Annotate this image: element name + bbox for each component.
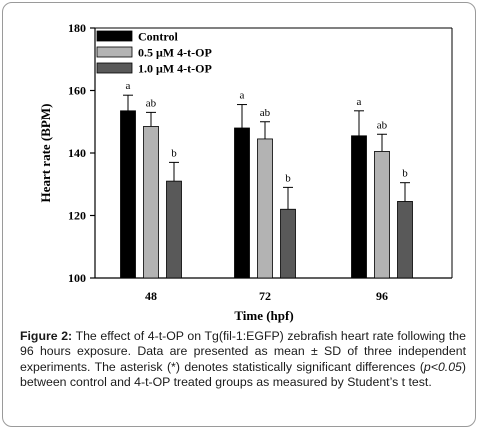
caption-text-1: The effect of 4-t-OP on Tg(fil-1:EGFP) z… — [20, 329, 466, 374]
significance-label: ab — [377, 119, 388, 131]
bar — [257, 138, 273, 279]
legend-label: 1.0 μM 4-t-OP — [138, 62, 212, 76]
y-tick-label: 140 — [68, 146, 86, 160]
legend-label: Control — [138, 30, 178, 44]
y-tick-label: 180 — [68, 21, 86, 35]
bar — [143, 126, 159, 279]
significance-label: b — [171, 147, 177, 159]
significance-label: ab — [146, 97, 157, 109]
bar — [280, 208, 296, 279]
bars: a ab b a ab b a ab b — [120, 80, 413, 279]
x-ticks: 48 72 96 — [145, 289, 388, 303]
y-tick-label: 160 — [68, 84, 86, 98]
x-tick-label: 96 — [376, 289, 388, 303]
bar — [397, 201, 413, 279]
legend-swatch — [96, 30, 133, 42]
significance-label: a — [357, 96, 362, 108]
legend-swatch — [96, 46, 133, 58]
bar-chart: 100 120 140 160 180 48 72 96 a ab b a ab b a ab b Cont… — [38, 21, 453, 323]
caption-label: Figure 2: — [20, 329, 73, 343]
legend: Control 0.5 μM 4-t-OP 1.0 μM 4-t-OP — [96, 30, 212, 76]
significance-label: a — [240, 90, 245, 102]
legend-swatch — [96, 62, 133, 74]
x-axis-label: Time (hpf) — [234, 308, 293, 323]
caption-text-2: ) between control and 4-t-OP treated gro… — [20, 359, 466, 390]
figure-caption: Figure 2: The effect of 4-t-OP on Tg(fil… — [20, 329, 466, 391]
x-tick-label: 72 — [259, 289, 271, 303]
bar — [374, 151, 390, 279]
y-tick-label: 120 — [68, 209, 86, 223]
bar — [166, 180, 182, 279]
x-tick-label: 48 — [145, 289, 157, 303]
significance-label: b — [285, 172, 291, 184]
legend-label: 0.5 μM 4-t-OP — [138, 46, 212, 60]
significance-label: b — [402, 168, 408, 180]
y-tick-label: 100 — [68, 271, 86, 285]
bar — [120, 110, 136, 279]
bar — [351, 135, 367, 279]
bar — [234, 127, 250, 279]
significance-label: ab — [260, 107, 271, 119]
y-ticks: 100 120 140 160 180 — [68, 21, 95, 285]
significance-label: a — [126, 80, 131, 92]
y-axis-label: Heart rate (BPM) — [38, 104, 53, 203]
caption-italic: p<0.05 — [423, 359, 462, 374]
